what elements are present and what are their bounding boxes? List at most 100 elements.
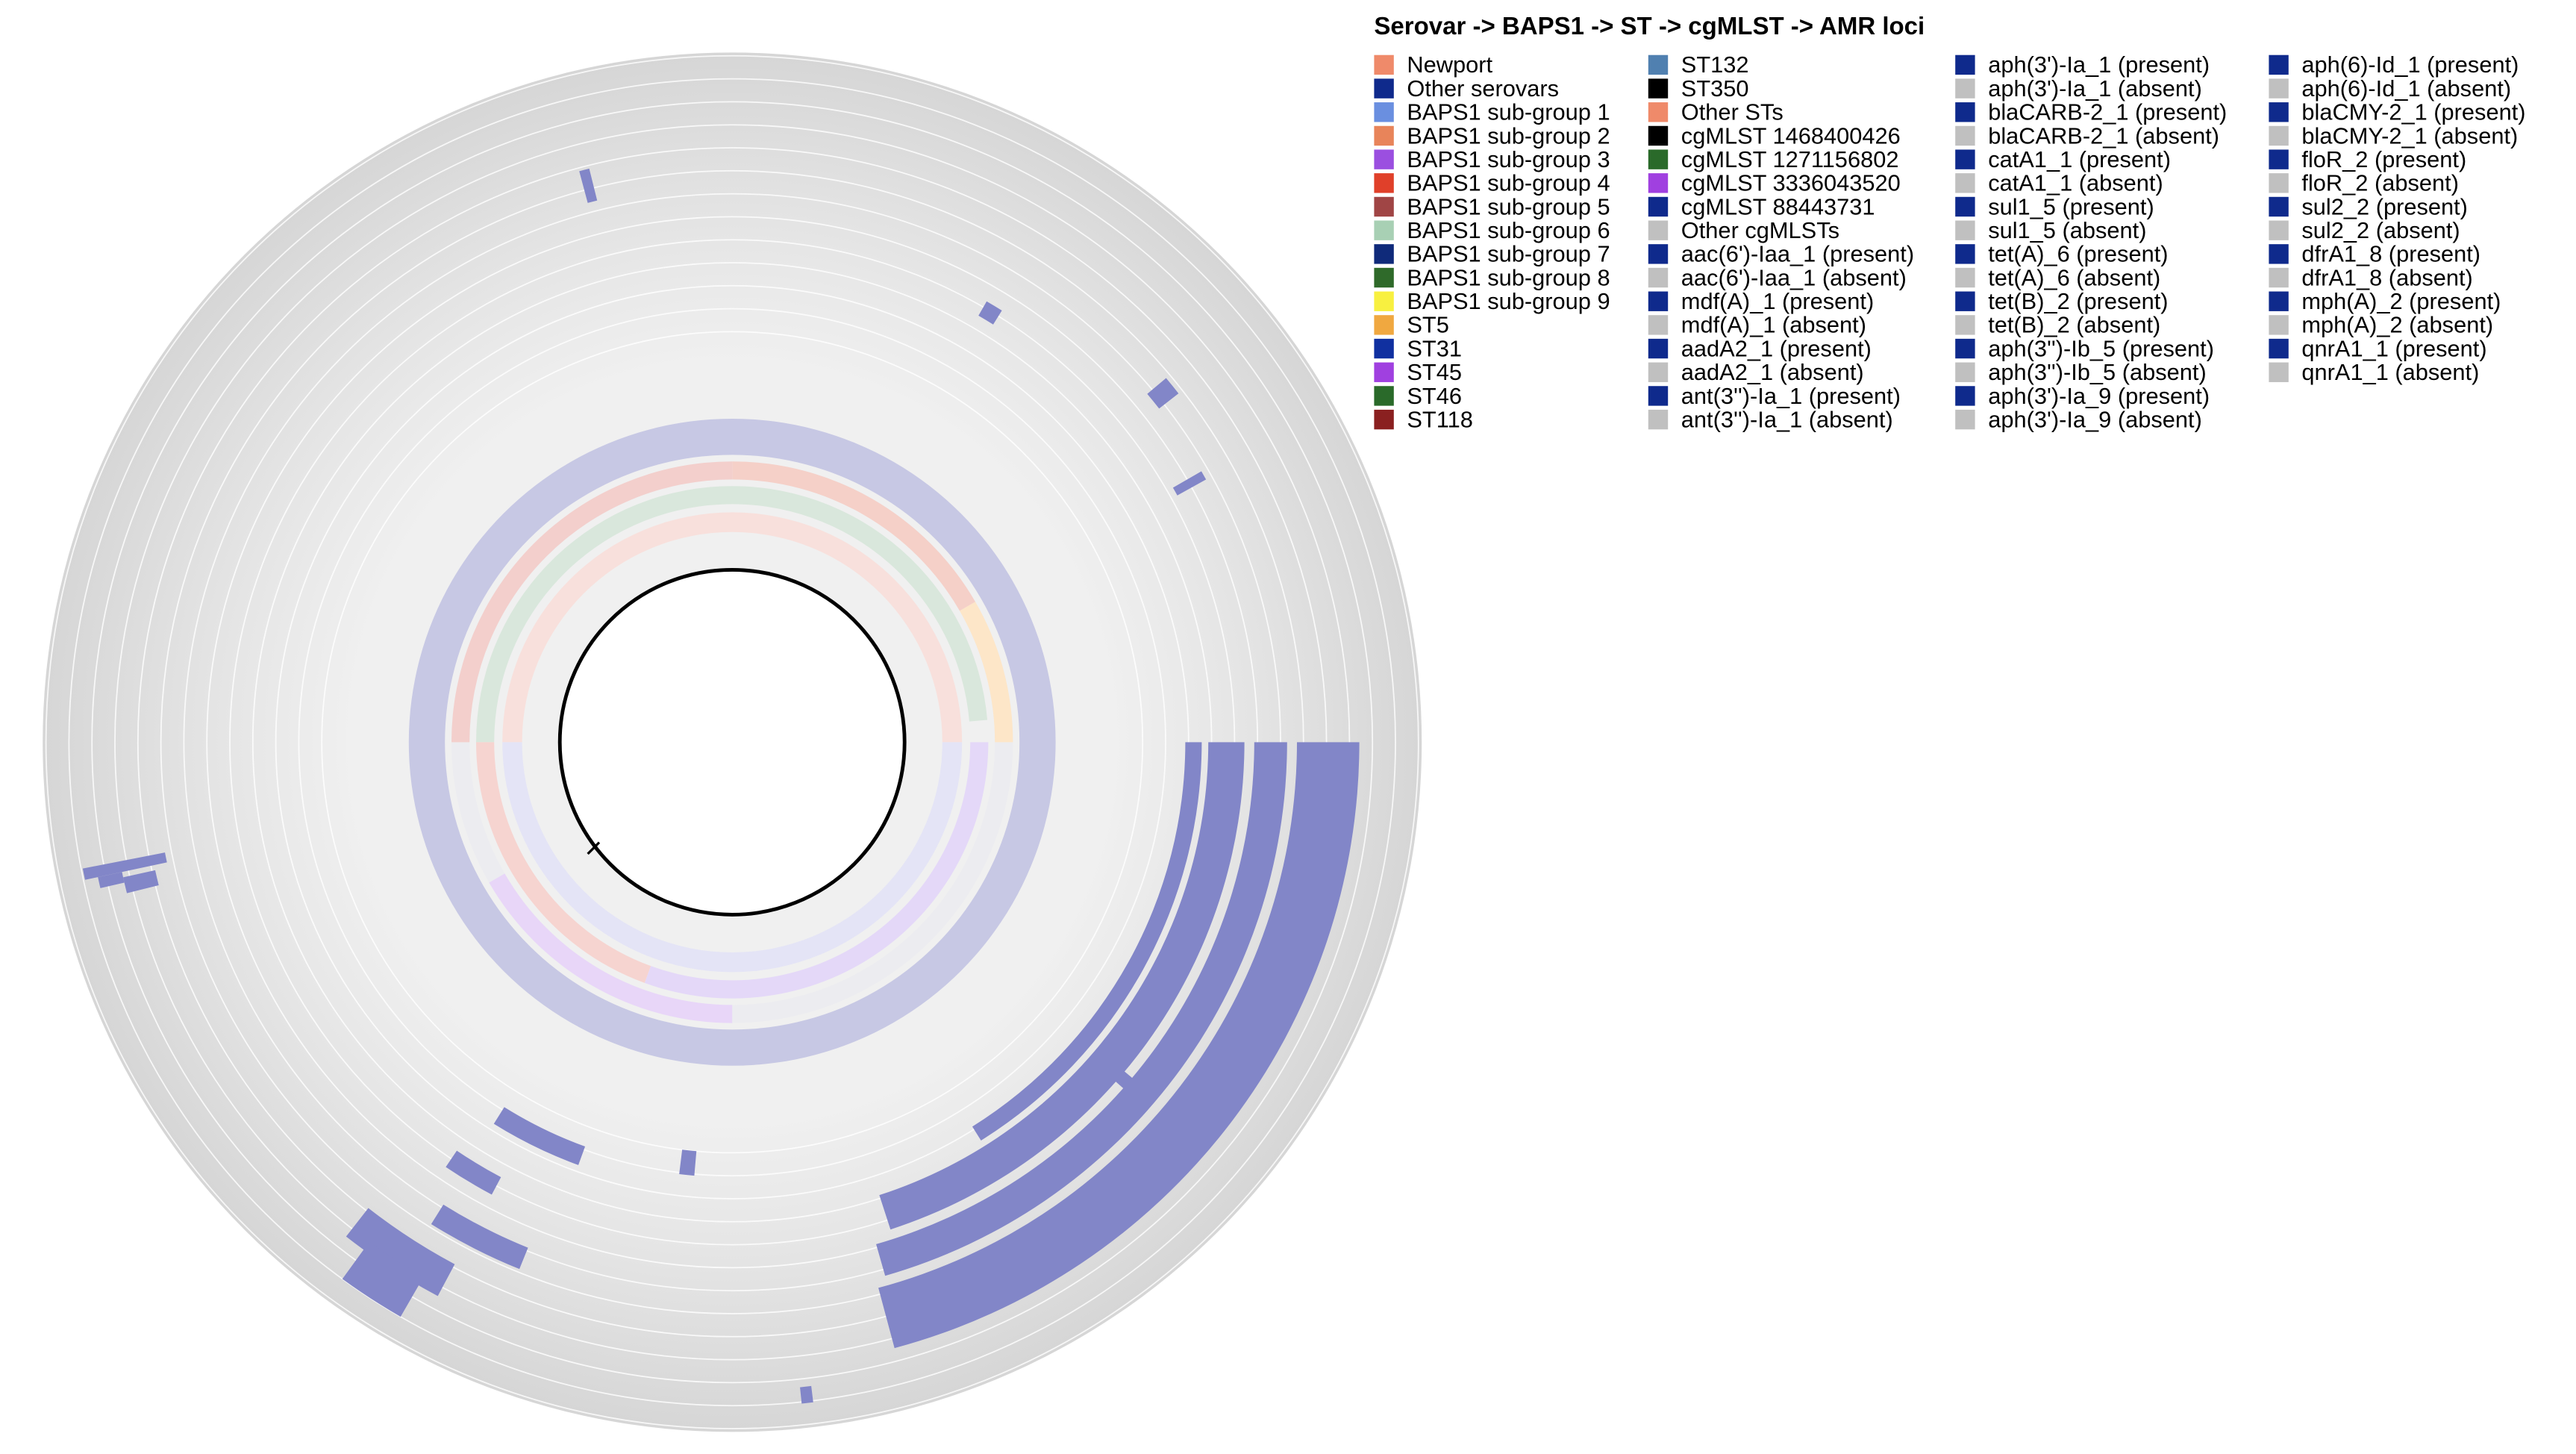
- legend-label: mdf(A)_1 (absent): [1681, 312, 1866, 338]
- legend-swatch: [1374, 338, 1394, 359]
- legend-swatch: [1648, 173, 1669, 193]
- legend-swatch: [1955, 149, 1975, 169]
- legend-label: catA1_1 (present): [1988, 146, 2171, 172]
- ring: [451, 461, 733, 743]
- legend-label: BAPS1 sub-group 7: [1407, 241, 1610, 267]
- legend-swatch: [1648, 149, 1669, 169]
- ring-divider: [68, 78, 1396, 1407]
- legend-label: blaCMY-2_1 (absent): [2301, 122, 2518, 149]
- legend-swatch: [1374, 196, 1394, 217]
- legend-label: catA1_1 (absent): [1988, 170, 2163, 196]
- amr-tick: [98, 872, 125, 888]
- ring-divider: [298, 308, 1166, 1177]
- legend-label: qnrA1_1 (present): [2301, 335, 2486, 361]
- tree-branch: [587, 841, 601, 855]
- legend-label: ST5: [1407, 312, 1448, 338]
- legend-label: BAPS1 sub-group 3: [1407, 146, 1610, 172]
- amr-block: [446, 1150, 501, 1195]
- legend-swatch: [1374, 315, 1394, 335]
- legend-swatch: [1648, 125, 1669, 146]
- legend-label: tet(B)_2 (present): [1988, 288, 2168, 314]
- legend-label: aph(3'')-Ib_5 (present): [1988, 335, 2214, 361]
- legend-swatch: [1955, 291, 1975, 311]
- legend-swatch: [1648, 54, 1669, 75]
- legend-swatch: [1374, 173, 1394, 193]
- amr-tick: [1172, 471, 1207, 496]
- legend-swatch: [1955, 54, 1975, 75]
- ring-divider: [45, 54, 1419, 1429]
- legend-label: aph(3')-Ia_1 (absent): [1988, 75, 2202, 102]
- legend-swatch: [1374, 362, 1394, 382]
- legend-swatch: [1648, 244, 1669, 264]
- legend-swatch: [2269, 149, 2289, 169]
- legend-label: aadA2_1 (present): [1681, 335, 1872, 361]
- legend-swatch: [1955, 409, 1975, 430]
- legend-swatch: [1374, 102, 1394, 122]
- legend-swatch: [1374, 78, 1394, 99]
- legend-swatch: [1955, 220, 1975, 240]
- amr-tick: [800, 1385, 813, 1404]
- legend-label: blaCARB-2_1 (present): [1988, 99, 2227, 125]
- legend-label: aph(3')-Ia_9 (absent): [1988, 406, 2202, 432]
- legend-swatch: [1955, 315, 1975, 335]
- legend-swatch: [1374, 244, 1394, 264]
- legend-label: sul2_2 (present): [2301, 193, 2468, 219]
- circular-tree-heatmap: [43, 52, 1422, 1432]
- legend-label: aph(6)-Id_1 (absent): [2301, 75, 2511, 102]
- legend-swatch: [1648, 315, 1669, 335]
- legend-swatch: [1374, 291, 1394, 311]
- amr-tick: [679, 1149, 697, 1176]
- legend-label: Other serovars: [1407, 75, 1559, 102]
- legend-label: ST132: [1681, 52, 1749, 78]
- legend-label: cgMLST 1468400426: [1681, 122, 1901, 149]
- legend-label: BAPS1 sub-group 6: [1407, 217, 1610, 243]
- legend-swatch: [1374, 220, 1394, 240]
- legend-swatch: [1955, 386, 1975, 406]
- legend-swatch: [1955, 362, 1975, 382]
- ring: [960, 602, 1013, 743]
- legend-label: aph(3')-Ia_9 (present): [1988, 383, 2210, 409]
- legend-label: aph(3')-Ia_1 (present): [1988, 52, 2210, 78]
- legend-title: Serovar -> BAPS1 -> ST -> cgMLST -> AMR …: [1374, 12, 1925, 40]
- legend-swatch: [1648, 102, 1669, 122]
- legend-label: qnrA1_1 (absent): [2301, 359, 2479, 385]
- legend-swatch: [1648, 196, 1669, 217]
- legend-swatch: [1955, 244, 1975, 264]
- amr-tick: [579, 168, 598, 203]
- legend-swatch: [1648, 409, 1669, 430]
- ring-divider: [321, 331, 1144, 1154]
- legend-swatch: [2269, 54, 2289, 75]
- legend-swatch: [2269, 78, 2289, 99]
- legend-swatch: [2269, 244, 2289, 264]
- legend-label: sul1_5 (absent): [1988, 217, 2146, 243]
- legend-label: sul1_5 (present): [1988, 193, 2154, 219]
- legend-swatch: [1648, 220, 1669, 240]
- legend-swatch: [1374, 125, 1394, 146]
- amr-block: [879, 742, 1245, 1230]
- legend-swatch: [1955, 102, 1975, 122]
- legend-swatch: [1648, 267, 1669, 288]
- legend-label: dfrA1_8 (present): [2301, 241, 2480, 267]
- legend-swatch: [2269, 102, 2289, 122]
- amr-block: [972, 742, 1202, 1141]
- legend-label: aac(6')-Iaa_1 (present): [1681, 241, 1914, 267]
- legend-swatch: [1955, 267, 1975, 288]
- legend-swatch: [1374, 386, 1394, 406]
- legend-label: ST31: [1407, 335, 1462, 361]
- legend-label: cgMLST 88443731: [1681, 193, 1875, 219]
- legend-swatch: [1955, 196, 1975, 217]
- legend-swatch: [2269, 315, 2289, 335]
- legend-label: Other cgMLSTs: [1681, 217, 1839, 243]
- legend-label: ST350: [1681, 75, 1749, 102]
- legend-label: BAPS1 sub-group 5: [1407, 193, 1610, 219]
- legend-swatch: [1648, 362, 1669, 382]
- legend-label: BAPS1 sub-group 8: [1407, 264, 1610, 290]
- amr-tick: [1147, 378, 1179, 409]
- legend-label: mdf(A)_1 (present): [1681, 288, 1874, 314]
- legend-swatch: [2269, 338, 2289, 359]
- legend-label: aadA2_1 (absent): [1681, 359, 1864, 385]
- legend-label: ant(3'')-Ia_1 (present): [1681, 383, 1901, 409]
- legend-label: Newport: [1407, 52, 1492, 78]
- legend-label: tet(B)_2 (absent): [1988, 312, 2160, 338]
